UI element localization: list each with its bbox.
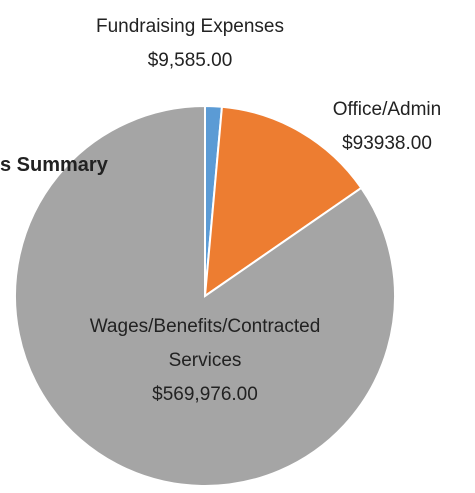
slice-label: Wages/Benefits/Contracted Services $569,9… [65, 310, 345, 412]
value-label: $569,976.00 [152, 384, 258, 405]
category-label: Office/Admin [332, 99, 442, 120]
value-label: $9,585.00 [147, 50, 233, 71]
slice-label: Fundraising Expenses $9,585.00 [60, 10, 320, 78]
category-label: Wages/Benefits/Contracted Services [89, 316, 321, 371]
pie-slice [203, 105, 363, 299]
chart-title: s Summary [0, 154, 108, 176]
slice-label: Office/Admin $93938.00 [307, 93, 467, 161]
value-label: $93938.00 [342, 133, 432, 154]
pie-slice [14, 104, 396, 487]
category-label: Fundraising Expenses [96, 16, 284, 37]
